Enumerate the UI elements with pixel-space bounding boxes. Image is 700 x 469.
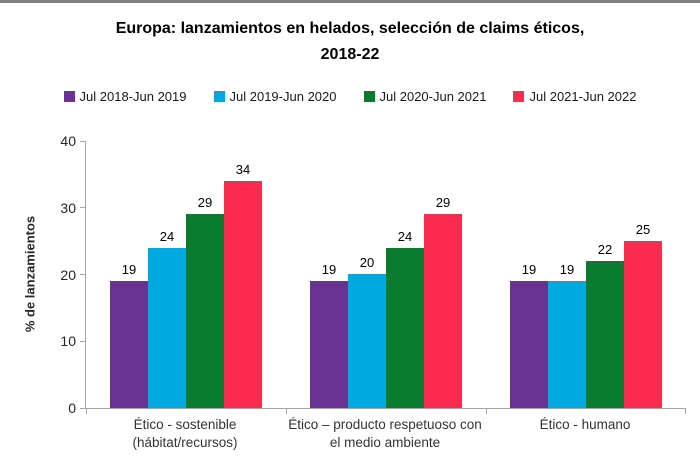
chart-title: Europa: lanzamientos en helados, selecci… [0, 16, 700, 69]
legend-item: Jul 2021-Jun 2022 [513, 89, 636, 104]
x-axis-category-labels: Ético - sostenible (hábitat/recursos) Éti… [85, 416, 685, 452]
chart-legend: Jul 2018-Jun 2019 Jul 2019-Jun 2020 Jul 20… [0, 89, 700, 104]
chart-title-line-1: Europa: lanzamientos en helados, selecci… [115, 20, 585, 37]
category-label: Ético - sostenible (hábitat/recursos) [85, 416, 285, 452]
bar-value-label: 34 [235, 162, 251, 177]
y-tick-mark [80, 274, 86, 275]
bar [224, 181, 262, 408]
legend-label: Jul 2021-Jun 2022 [529, 89, 637, 104]
category-label-text: Ético – producto respetuoso con el medio… [288, 417, 482, 451]
y-tick-label: 30 [60, 199, 76, 216]
plot-area: 0 10 20 30 40 19 24 29 34 19 20 24 29 19 19 22 25 [60, 133, 686, 416]
bar [148, 248, 186, 408]
bar-value-label: 24 [159, 229, 175, 244]
y-tick-mark [80, 140, 86, 142]
bar-value-label: 29 [435, 195, 451, 210]
bar [586, 261, 624, 408]
bar-value-label: 29 [197, 195, 213, 210]
bar [310, 281, 348, 408]
bar-value-label: 24 [397, 229, 413, 244]
y-tick-mark [80, 407, 86, 409]
legend-swatch [513, 91, 525, 102]
bar-value-label: 19 [521, 262, 537, 277]
bar-column: 22 [586, 243, 624, 408]
bar [624, 241, 662, 408]
top-border-line [0, 0, 700, 3]
bar [548, 281, 586, 408]
bar [510, 281, 548, 408]
bar [386, 248, 424, 408]
bar-column: 19 [510, 263, 548, 408]
bar-column: 29 [186, 196, 224, 408]
legend-swatch [363, 91, 375, 102]
bar-column: 19 [310, 263, 348, 408]
bar [186, 214, 224, 408]
bar-column: 24 [386, 230, 424, 408]
chart-title-line-2: 2018-22 [320, 46, 380, 64]
bar-column: 29 [424, 196, 462, 408]
bar-column: 34 [224, 163, 262, 408]
x-tick-mark [685, 408, 686, 414]
x-tick-mark [286, 408, 287, 414]
legend-item: Jul 2020-Jun 2021 [363, 89, 487, 104]
bar-value-label: 22 [597, 242, 613, 257]
category-label: Ético - humano [485, 416, 685, 452]
y-tick-label: 10 [60, 333, 76, 350]
bar-column: 20 [348, 256, 386, 408]
legend-label: Jul 2019-Jun 2020 [229, 89, 337, 104]
bar-group: 19 20 24 29 [286, 141, 486, 408]
y-tick-mark [80, 207, 86, 209]
legend-item: Jul 2018-Jun 2019 [63, 89, 187, 104]
y-tick-label: 20 [60, 266, 76, 283]
y-tick-label: 0 [68, 400, 76, 416]
legend-swatch [213, 91, 225, 102]
bar-value-label: 19 [121, 262, 137, 277]
legend-item: Jul 2019-Jun 2020 [213, 89, 337, 104]
bar-column: 19 [548, 263, 586, 408]
category-label-text: Ético - sostenible (hábitat/recursos) [132, 417, 238, 451]
bar-column: 19 [110, 263, 148, 408]
bar-column: 24 [148, 230, 186, 408]
y-axis-title: % de lanzamientos [22, 215, 38, 333]
x-tick-mark [86, 408, 87, 414]
bar [110, 281, 148, 408]
bar [348, 274, 386, 408]
bar-group: 19 24 29 34 [86, 141, 286, 408]
bar-value-label: 19 [321, 262, 337, 277]
bar-value-label: 25 [635, 222, 651, 237]
legend-swatch [63, 91, 75, 102]
bar-group: 19 19 22 25 [486, 141, 686, 408]
bar-column: 25 [624, 223, 662, 408]
x-tick-mark [486, 408, 487, 414]
legend-label: Jul 2020-Jun 2021 [379, 89, 487, 104]
bar-value-label: 20 [359, 255, 375, 270]
y-tick-mark [80, 340, 86, 342]
category-label: Ético – producto respetuoso con el medio… [285, 416, 485, 452]
y-tick-label: 40 [60, 133, 76, 149]
legend-label: Jul 2018-Jun 2019 [79, 89, 187, 104]
bar [424, 214, 462, 408]
category-label-text: Ético - humano [539, 417, 631, 432]
bar-value-label: 19 [559, 262, 575, 277]
